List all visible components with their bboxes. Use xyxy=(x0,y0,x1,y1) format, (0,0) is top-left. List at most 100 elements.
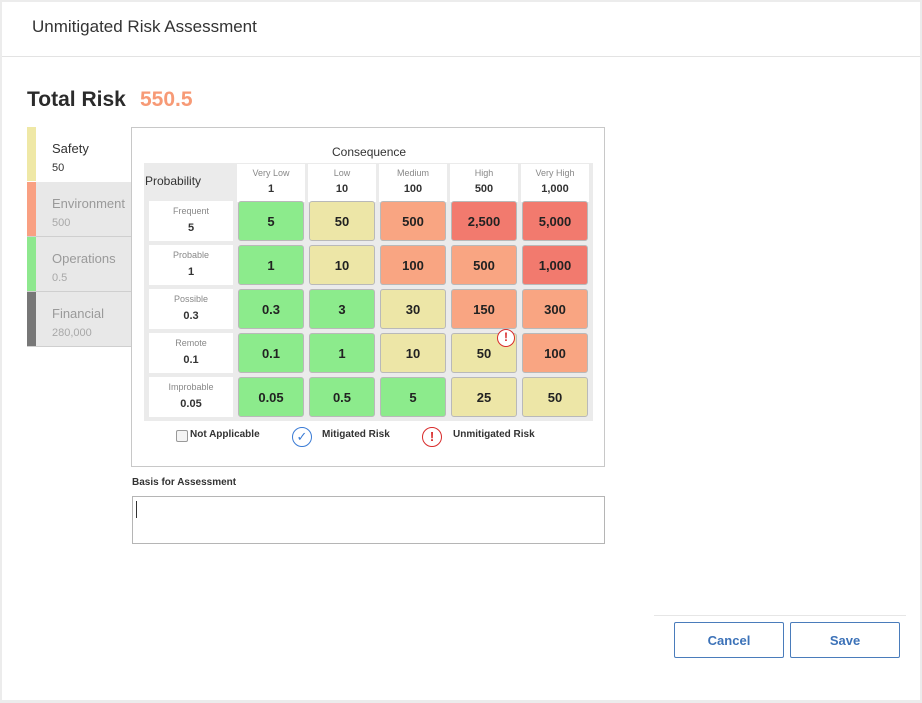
dialog-title: Unmitigated Risk Assessment xyxy=(32,17,257,36)
risk-cell[interactable]: 2,500 xyxy=(451,201,517,241)
risk-category-tabs: Safety 50 Environment 500 Operations 0.5 Finan… xyxy=(27,127,133,347)
cancel-button[interactable]: Cancel xyxy=(674,622,784,658)
risk-cell-value: 100 xyxy=(402,257,424,273)
row-value: 0.05 xyxy=(180,398,202,410)
text-cursor xyxy=(136,501,137,518)
risk-cell-value: 2,500 xyxy=(467,213,501,229)
consequence-title: Consequence xyxy=(332,145,407,159)
risk-cell-value: 500 xyxy=(402,213,424,229)
tab-value: 0.5 xyxy=(52,272,68,284)
tab-environment[interactable]: Environment 500 xyxy=(27,182,133,237)
probability-row-header: Improbable 0.05 xyxy=(149,377,233,417)
risk-cell-value: 0.5 xyxy=(332,389,352,405)
risk-cell-value: 5,000 xyxy=(538,213,572,229)
risk-cell-value: 500 xyxy=(473,257,495,273)
risk-cell[interactable]: 100 xyxy=(380,245,446,285)
risk-cell[interactable]: 5 xyxy=(238,201,304,241)
mitigated-risk-check-icon: ✓ xyxy=(292,427,312,447)
risk-cell-value: 10 xyxy=(405,345,421,361)
risk-cell[interactable]: 10 xyxy=(380,333,446,373)
consequence-column-header: High 500 xyxy=(450,164,518,202)
tab-color-bar xyxy=(27,237,36,291)
risk-cell[interactable]: 100 xyxy=(522,333,588,373)
tab-financial[interactable]: Financial 280,000 xyxy=(27,292,133,347)
row-name: Remote xyxy=(175,338,207,348)
risk-cell[interactable]: 5,000 xyxy=(522,201,588,241)
tab-color-bar xyxy=(27,182,36,236)
dialog-header: Unmitigated Risk Assessment xyxy=(2,2,920,57)
risk-cell[interactable]: 50 xyxy=(309,201,375,241)
probability-row-header: Probable 1 xyxy=(149,245,233,285)
basis-for-assessment-input[interactable] xyxy=(132,496,605,544)
column-value: 500 xyxy=(474,183,494,195)
risk-cell-value: 150 xyxy=(473,301,495,317)
risk-cell-value: 300 xyxy=(544,301,566,317)
not-applicable-checkbox[interactable] xyxy=(176,430,188,442)
save-button[interactable]: Save xyxy=(790,622,900,658)
probability-row-header: Remote 0.1 xyxy=(149,333,233,373)
row-name: Frequent xyxy=(172,206,210,216)
row-value: 5 xyxy=(187,222,195,234)
unmitigated-risk-marker-icon: ! xyxy=(497,329,515,347)
column-value: 1,000 xyxy=(541,183,569,195)
row-name: Probable xyxy=(172,250,210,260)
risk-cell[interactable]: 1,000 xyxy=(522,245,588,285)
tab-value: 50 xyxy=(52,162,65,174)
risk-cell[interactable]: 0.3 xyxy=(238,289,304,329)
total-risk-label: Total Risk xyxy=(27,88,126,111)
tab-value: 280,000 xyxy=(52,327,92,339)
column-value: 10 xyxy=(335,183,349,195)
column-name: Very High xyxy=(535,168,575,178)
tab-label: Environment xyxy=(52,196,125,211)
probability-row-header: Possible 0.3 xyxy=(149,289,233,329)
risk-cell-value: 30 xyxy=(405,301,421,317)
risk-cell[interactable]: 1 xyxy=(238,245,304,285)
probability-row-header: Frequent 5 xyxy=(149,201,233,241)
unmitigated-risk-alert-icon: ! xyxy=(422,427,442,447)
risk-cell-value: 1 xyxy=(267,257,275,273)
column-name: Medium xyxy=(396,168,429,178)
risk-cell[interactable]: 0.05 xyxy=(238,377,304,417)
tab-label: Operations xyxy=(52,251,116,266)
risk-cell[interactable]: 50 xyxy=(522,377,588,417)
risk-cell-value: 10 xyxy=(334,257,350,273)
risk-cell[interactable]: 500 xyxy=(451,245,517,285)
risk-cell-value: 5 xyxy=(267,213,275,229)
risk-cell-value: 0.05 xyxy=(258,389,284,405)
risk-cell[interactable]: 50! xyxy=(451,329,517,373)
column-name: Very Low xyxy=(252,168,290,178)
row-value: 1 xyxy=(187,266,195,278)
unmitigated-risk-label: Unmitigated Risk xyxy=(453,429,535,440)
risk-cell[interactable]: 0.5 xyxy=(309,377,375,417)
tab-label: Safety xyxy=(52,141,89,156)
column-name: Low xyxy=(333,168,351,178)
tab-color-bar xyxy=(27,292,36,346)
consequence-column-header: Low 10 xyxy=(308,164,376,202)
risk-cell[interactable]: 0.1 xyxy=(238,333,304,373)
risk-cell-value: 50 xyxy=(547,389,563,405)
total-risk-value: 550.5 xyxy=(140,88,193,111)
risk-cell-value: 0.1 xyxy=(261,345,281,361)
consequence-column-header: Very Low 1 xyxy=(237,164,305,202)
risk-cell[interactable]: 150 xyxy=(451,289,517,329)
risk-cell[interactable]: 500 xyxy=(380,201,446,241)
risk-cell[interactable]: 10 xyxy=(309,245,375,285)
tab-safety[interactable]: Safety 50 xyxy=(27,127,133,182)
risk-cell[interactable]: 30 xyxy=(380,289,446,329)
risk-cell-value: 5 xyxy=(409,389,417,405)
risk-cell[interactable]: 1 xyxy=(309,333,375,373)
tab-label: Financial xyxy=(52,306,105,321)
risk-cell-value: 50 xyxy=(334,213,350,229)
risk-cell-value: 50 xyxy=(476,345,492,361)
column-value: 100 xyxy=(403,183,423,195)
tab-operations[interactable]: Operations 0.5 xyxy=(27,237,133,292)
risk-cell[interactable]: 25 xyxy=(451,377,517,417)
risk-cell[interactable]: 5 xyxy=(380,377,446,417)
risk-cell-value: 100 xyxy=(544,345,566,361)
risk-cell[interactable]: 300 xyxy=(522,289,588,329)
risk-cell[interactable]: 3 xyxy=(309,289,375,329)
not-applicable-label: Not Applicable xyxy=(190,429,260,440)
risk-cell-value: 25 xyxy=(476,389,492,405)
risk-cell-value: 1 xyxy=(338,345,346,361)
